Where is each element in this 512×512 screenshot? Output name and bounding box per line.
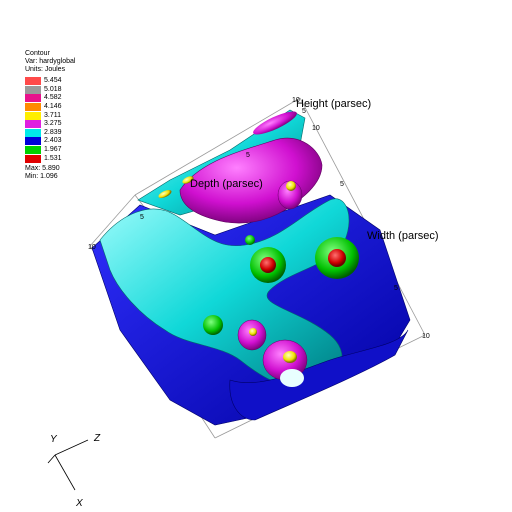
legend-value: 4.582 xyxy=(44,94,62,102)
isosurface-green-small-a xyxy=(203,315,223,335)
legend-swatch xyxy=(25,77,41,86)
tick-label: 5 xyxy=(340,181,344,188)
legend-value: 3.275 xyxy=(44,120,62,128)
isosurface-yellow-core-a xyxy=(286,181,296,191)
isosurface-yellow-top-a xyxy=(158,189,172,199)
tick-label: 5 xyxy=(246,152,250,159)
legend-swatch xyxy=(25,85,41,94)
legend-level: 2.403 xyxy=(25,137,75,146)
tick-label: 10 xyxy=(312,125,320,132)
height-axis-label: Height (parsec) xyxy=(296,98,371,110)
legend-swatch xyxy=(25,146,41,155)
legend-value: 4.146 xyxy=(44,103,62,111)
isosurface-yellow-core-c xyxy=(249,328,257,336)
orientation-triad xyxy=(47,439,89,491)
legend-level: 1.967 xyxy=(25,146,75,155)
isosurface-red-core-a xyxy=(260,257,276,273)
legend-value: 2.403 xyxy=(44,137,62,145)
legend-level: 2.839 xyxy=(25,128,75,138)
legend-max: Max: 5.890 xyxy=(25,164,60,172)
triad-x-label: X xyxy=(75,498,83,509)
legend-min: Min: 1.096 xyxy=(25,172,58,180)
tick-label: 10 xyxy=(88,244,96,251)
tick-label: 5 xyxy=(394,285,398,292)
legend-level: 4.582 xyxy=(25,94,75,103)
isosurface-magenta-top-strip xyxy=(253,111,297,135)
tick-label: 5 xyxy=(302,108,306,115)
legend-value: 1.967 xyxy=(44,146,62,154)
legend-level: 3.711 xyxy=(25,111,75,120)
legend-level: 3.275 xyxy=(25,120,75,129)
legend-title: Contour xyxy=(25,50,50,57)
triad-y-label: Y xyxy=(50,434,58,445)
tick-label: 5 xyxy=(140,214,144,221)
legend-variable: Var: hardyglobal xyxy=(25,58,76,65)
legend-level: 1.531 xyxy=(25,154,75,163)
legend-levels: 5.454 5.018 4.582 4.146 3.711 3.275 2.839 2.403… xyxy=(25,77,75,163)
triad-z-label: Z xyxy=(93,433,101,444)
legend-units: Units: Joules xyxy=(25,66,66,73)
legend-swatch xyxy=(25,94,41,103)
isosurface-yellow-core-b xyxy=(283,351,297,363)
legend-swatch xyxy=(25,128,41,137)
legend-value: 1.531 xyxy=(44,154,62,162)
isosurface-cyan-bubble xyxy=(280,369,304,387)
legend-swatch xyxy=(25,137,41,146)
depth-axis-label: Depth (parsec) xyxy=(190,178,263,190)
legend-level: 5.018 xyxy=(25,85,75,95)
legend-level: 5.454 xyxy=(25,77,75,86)
contour-legend: Contour Var: hardyglobal Units: Joules 5… xyxy=(25,50,75,181)
isosurface-magenta-small xyxy=(277,180,303,210)
legend-swatch xyxy=(25,120,41,129)
tick-label: 10 xyxy=(422,333,430,340)
legend-swatch xyxy=(25,111,41,120)
isosurface-red-core-b xyxy=(328,249,346,267)
width-axis-label: Width (parsec) xyxy=(367,230,439,242)
legend-value: 3.711 xyxy=(44,111,61,119)
legend-value: 5.454 xyxy=(44,77,62,85)
isosurface-yellow-top-b xyxy=(182,176,194,184)
legend-swatch xyxy=(25,103,41,112)
isosurface-green-small-b xyxy=(245,235,255,245)
legend-level: 4.146 xyxy=(25,103,75,112)
legend-swatch xyxy=(25,154,41,163)
tick-label: 10 xyxy=(292,97,300,104)
legend-value: 2.839 xyxy=(44,128,62,136)
legend-value: 5.018 xyxy=(44,85,62,93)
